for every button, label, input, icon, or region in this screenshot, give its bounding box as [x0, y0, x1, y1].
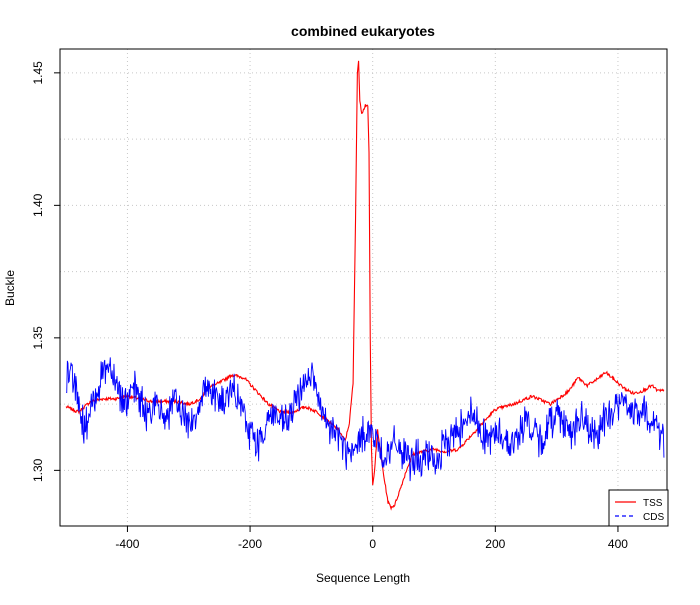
legend-label-tss: TSS: [643, 498, 663, 509]
y-tick-label: 1.30: [31, 458, 45, 482]
x-tick-label: 200: [485, 537, 505, 551]
chart-title: combined eukaryotes: [291, 23, 435, 39]
y-axis-label: Buckle: [3, 270, 17, 306]
x-axis-label: Sequence Length: [316, 571, 410, 585]
x-tick-label: 0: [369, 537, 376, 551]
y-tick-label: 1.35: [31, 326, 45, 350]
legend: TSS CDS: [608, 489, 669, 527]
legend-label-cds: CDS: [643, 512, 664, 523]
series-layer: [65, 60, 665, 511]
series-line-cds: [65, 357, 665, 482]
x-tick-label: -200: [238, 537, 262, 551]
plot-frame: [59, 48, 668, 527]
axis-layer: -400 -200 0 200 400 1.30 1.35 1.40 1.45: [31, 61, 628, 551]
legend-box: [608, 489, 669, 527]
y-tick-label: 1.45: [31, 61, 45, 85]
y-tick-label: 1.40: [31, 193, 45, 217]
x-tick-label: -400: [115, 537, 139, 551]
x-tick-label: 400: [608, 537, 628, 551]
series-line-tss: [65, 60, 665, 511]
grid-layer: [60, 49, 667, 526]
